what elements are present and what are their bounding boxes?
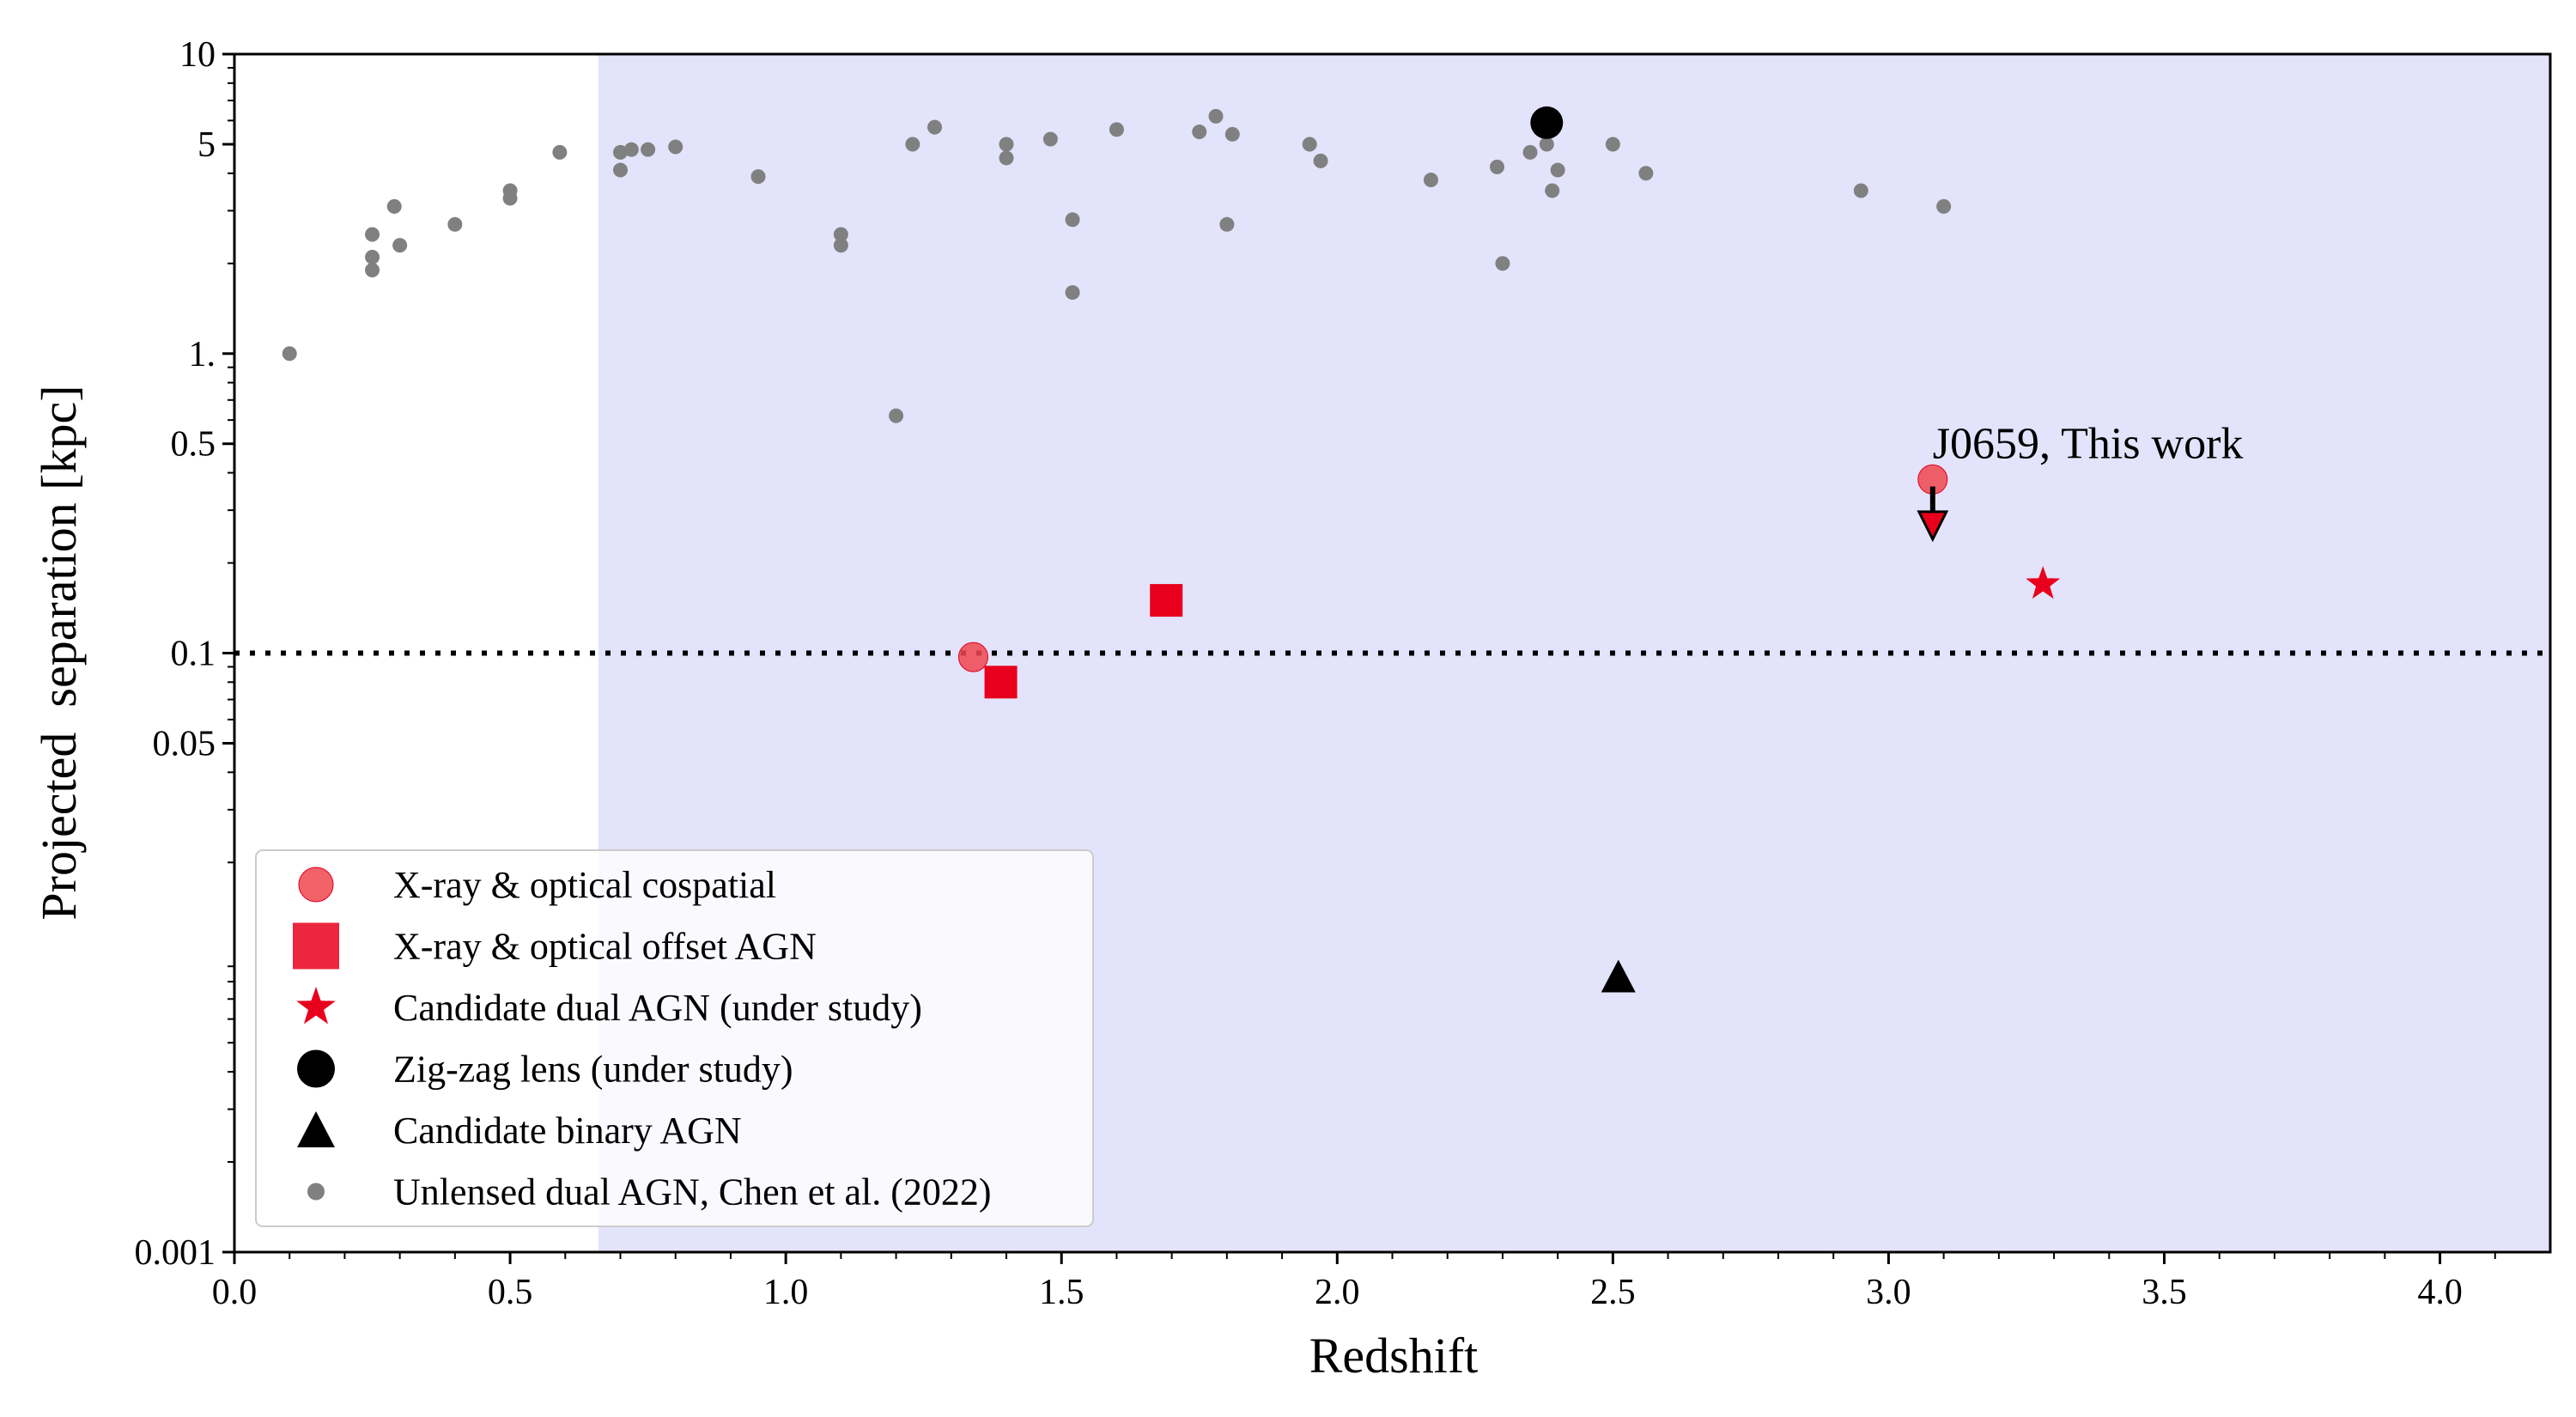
y-tick-label-0: 10 — [179, 35, 216, 75]
legend-label-0: X-ray & optical cospatial — [393, 864, 776, 906]
series-1-point-0 — [984, 666, 1018, 699]
series-5-point-33 — [1423, 173, 1438, 188]
series-5-point-0 — [282, 346, 297, 362]
series-5-point-8 — [502, 191, 518, 206]
x-tick-label-4: 2.0 — [1315, 1273, 1360, 1312]
series-1-point-1 — [1150, 584, 1183, 617]
x-tick-label-3: 1.5 — [1039, 1273, 1084, 1312]
series-5-point-22 — [999, 150, 1014, 166]
y-tick-label-5: 0.05 — [153, 724, 216, 763]
series-5-point-13 — [641, 142, 656, 157]
annotation-j0659: J0659, This work — [1933, 420, 2244, 469]
series-5-point-39 — [1550, 162, 1565, 178]
series-5-point-20 — [927, 119, 943, 135]
series-5-point-4 — [386, 198, 402, 214]
x-axis-title: Redshift — [1309, 1328, 1479, 1384]
series-5-point-18 — [889, 408, 904, 423]
series-4-point-0 — [1601, 959, 1636, 993]
legend-label-5: Unlensed dual AGN, Chen et al. (2022) — [393, 1171, 992, 1213]
series-5-point-43 — [1936, 198, 1952, 214]
legend-marker-4 — [297, 1111, 335, 1147]
series-2-point-0 — [2026, 566, 2061, 599]
series-5-point-25 — [1065, 285, 1080, 301]
data-marks — [282, 106, 2061, 993]
legend-marker-2 — [296, 987, 336, 1025]
series-5-point-32 — [1313, 153, 1328, 168]
y-tick-label-3: 0.5 — [171, 425, 216, 465]
series-5-point-16 — [833, 227, 848, 242]
series-5-point-19 — [905, 137, 920, 152]
legend-marker-1 — [293, 922, 339, 970]
series-5-point-23 — [1042, 131, 1058, 147]
series-5-point-40 — [1605, 137, 1620, 152]
series-5-point-31 — [1302, 137, 1317, 152]
series-5-point-28 — [1208, 108, 1224, 124]
legend: X-ray & optical cospatial X-ray & optical… — [255, 849, 1094, 1227]
x-tick-label-1: 0.5 — [488, 1273, 533, 1312]
series-5-point-1 — [365, 227, 380, 242]
series-5-point-14 — [668, 139, 683, 155]
y-tick-label-2: 1. — [189, 335, 216, 374]
legend-marker-3 — [297, 1049, 335, 1088]
series-5-point-27 — [1192, 125, 1207, 140]
legend-label-4: Candidate binary AGN — [393, 1110, 742, 1152]
upper-limit-arrow-head — [1917, 510, 1949, 543]
series-5-point-34 — [1490, 159, 1505, 174]
y-axis-title: Projected separation [kpc] — [31, 385, 87, 920]
legend-label-1: X-ray & optical offset AGN — [393, 926, 817, 968]
x-tick-label-8: 4.0 — [2417, 1273, 2463, 1312]
series-5-point-17 — [833, 238, 848, 253]
series-5-point-15 — [750, 169, 766, 185]
series-5-point-35 — [1495, 256, 1510, 271]
series-5-point-21 — [999, 137, 1014, 152]
series-5-point-30 — [1224, 126, 1240, 142]
series-5-point-9 — [552, 144, 568, 160]
series-5-point-38 — [1545, 183, 1560, 198]
x-tick-label-2: 1.0 — [763, 1273, 809, 1312]
series-5-point-10 — [613, 144, 628, 160]
series-5-point-2 — [365, 249, 380, 265]
series-5-point-12 — [623, 142, 639, 157]
legend-marker-0 — [298, 867, 334, 903]
series-5-point-6 — [447, 216, 463, 232]
series-5-point-11 — [613, 162, 628, 178]
y-tick-label-6: 0.001 — [135, 1233, 216, 1273]
x-tick-label-7: 3.5 — [2142, 1273, 2187, 1312]
axes: 0.0 0.5 1.0 1.5 2.0 2.5 3.0 3.5 4.0 10 5 1. 0.5 0.1 0.… — [135, 35, 2552, 1312]
series-5-point-26 — [1109, 122, 1124, 137]
legend-box — [255, 849, 1094, 1227]
series-5-point-41 — [1638, 166, 1654, 181]
series-5-point-24 — [1065, 212, 1080, 228]
y-tick-label-1: 5 — [197, 125, 216, 165]
x-tick-label-5: 2.5 — [1590, 1273, 1636, 1312]
series-3-point-0 — [1530, 106, 1564, 139]
y-tick-label-4: 0.1 — [171, 635, 216, 674]
series-5-point-42 — [1853, 183, 1868, 198]
series-0-point-0 — [957, 642, 988, 672]
legend-marker-5 — [307, 1183, 325, 1201]
series-5-point-29 — [1219, 216, 1235, 232]
legend-label-3: Zig-zag lens (under study) — [393, 1049, 793, 1091]
series-5-point-3 — [365, 263, 380, 278]
series-5-point-5 — [392, 238, 408, 253]
series-5-point-37 — [1539, 137, 1554, 152]
legend-label-2: Candidate dual AGN (under study) — [393, 987, 922, 1029]
x-tick-label-6: 3.0 — [1866, 1273, 1911, 1312]
x-tick-label-0: 0.0 — [212, 1273, 258, 1312]
series-5-point-36 — [1522, 144, 1538, 160]
